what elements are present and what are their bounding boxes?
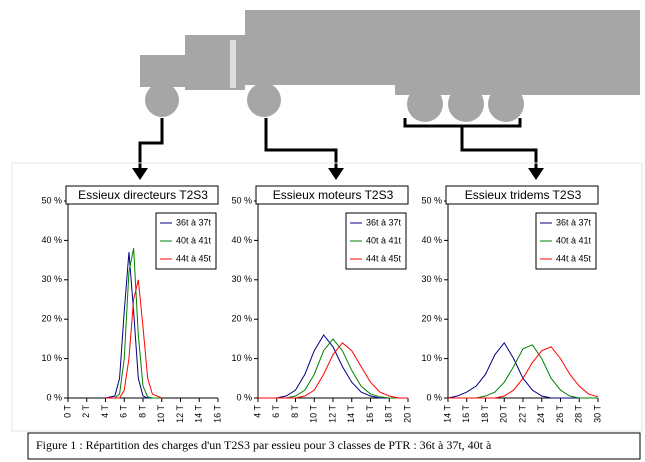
- legend-label: 40t à 41t: [366, 235, 402, 245]
- x-tick-label: 12 T: [327, 405, 337, 423]
- x-tick-label: 2 T: [81, 405, 91, 418]
- data-line: [258, 343, 408, 398]
- y-tick-label: 10 %: [41, 353, 62, 363]
- y-tick-label: 40 %: [41, 235, 62, 245]
- x-tick-label: 4 T: [100, 405, 110, 418]
- data-line: [448, 343, 598, 398]
- chart-title: Essieux moteurs T2S3: [273, 188, 394, 202]
- y-tick-label: 40 %: [231, 235, 252, 245]
- arrows: [140, 118, 536, 170]
- data-line: [106, 248, 162, 398]
- x-tick-label: 10 T: [309, 405, 319, 423]
- y-tick-label: 50 %: [421, 195, 442, 205]
- figure: Figure 1 : Répartition des charges d'un …: [0, 0, 645, 462]
- legend-label: 40t à 41t: [176, 235, 212, 245]
- x-tick-label: 0 T: [62, 405, 72, 418]
- x-tick-label: 18 T: [384, 405, 394, 423]
- chart-title: Essieux tridems T2S3: [465, 188, 582, 202]
- legend-label: 44t à 45t: [556, 253, 592, 263]
- x-tick-label: 14 T: [194, 405, 204, 423]
- x-tick-label: 6 T: [271, 405, 281, 418]
- y-tick-label: 0 %: [46, 392, 62, 402]
- page: Figure 1 : Répartition des charges d'un …: [0, 0, 645, 462]
- data-line: [106, 280, 162, 398]
- data-line: [106, 252, 162, 398]
- x-tick-label: 16 T: [365, 405, 375, 423]
- chart-title: Essieux directeurs T2S3: [78, 188, 208, 202]
- y-tick-label: 30 %: [421, 274, 442, 284]
- y-tick-label: 10 %: [231, 353, 252, 363]
- x-tick-label: 24 T: [536, 405, 546, 423]
- x-tick-label: 4 T: [252, 405, 262, 418]
- y-tick-label: 0 %: [236, 392, 252, 402]
- x-tick-label: 14 T: [442, 405, 452, 423]
- legend-label: 44t à 45t: [366, 253, 402, 263]
- x-tick-label: 16 T: [461, 405, 471, 423]
- x-tick-label: 20 T: [499, 405, 509, 423]
- truck: [140, 10, 640, 122]
- x-tick-label: 10 T: [156, 405, 166, 423]
- x-tick-label: 8 T: [137, 405, 147, 418]
- x-tick-label: 18 T: [480, 405, 490, 423]
- y-tick-label: 40 %: [421, 235, 442, 245]
- data-line: [258, 335, 408, 398]
- x-tick-label: 12 T: [175, 405, 185, 423]
- legend-label: 44t à 45t: [176, 253, 212, 263]
- x-tick-label: 22 T: [517, 405, 527, 423]
- y-tick-label: 30 %: [41, 274, 62, 284]
- x-tick-label: 14 T: [346, 405, 356, 423]
- y-tick-label: 20 %: [421, 314, 442, 324]
- x-tick-label: 26 T: [555, 405, 565, 423]
- x-tick-label: 20 T: [402, 405, 412, 423]
- x-tick-label: 8 T: [290, 405, 300, 418]
- x-tick-label: 16 T: [212, 405, 222, 423]
- y-tick-label: 10 %: [421, 353, 442, 363]
- legend-label: 36t à 37t: [366, 217, 402, 227]
- x-tick-label: 6 T: [119, 405, 129, 418]
- y-tick-label: 0 %: [426, 392, 442, 402]
- x-tick-label: 30 T: [592, 405, 602, 423]
- caption: Figure 1 : Répartition des charges d'un …: [36, 438, 492, 452]
- y-tick-label: 50 %: [231, 195, 252, 205]
- y-tick-label: 50 %: [41, 195, 62, 205]
- y-tick-label: 20 %: [231, 314, 252, 324]
- x-tick-label: 28 T: [574, 405, 584, 423]
- legend-label: 36t à 37t: [176, 217, 212, 227]
- y-tick-label: 30 %: [231, 274, 252, 284]
- arrowheads: [132, 168, 544, 180]
- legend-label: 36t à 37t: [556, 217, 592, 227]
- y-tick-label: 20 %: [41, 314, 62, 324]
- legend-label: 40t à 41t: [556, 235, 592, 245]
